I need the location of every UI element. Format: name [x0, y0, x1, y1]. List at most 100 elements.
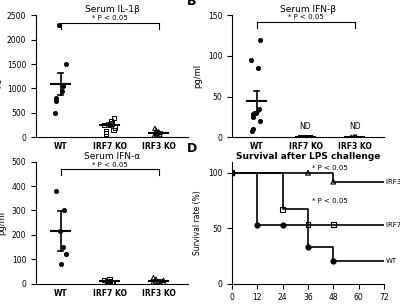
Y-axis label: pg/ml: pg/ml: [193, 64, 202, 88]
Point: [229, 170, 235, 175]
Point: [256, 119, 263, 124]
Point: [53, 96, 60, 101]
Point: [305, 170, 311, 175]
Text: IRF7 KO: IRF7 KO: [386, 222, 400, 228]
Point: [352, 135, 358, 140]
Point: [353, 135, 359, 140]
Text: WT: WT: [386, 258, 397, 264]
Point: [352, 135, 359, 140]
Point: [108, 279, 115, 284]
Point: [306, 135, 313, 140]
Point: [110, 280, 116, 285]
Point: [254, 222, 260, 227]
Point: [56, 23, 62, 27]
Y-axis label: pg/ml: pg/ml: [0, 64, 1, 88]
Point: [250, 112, 256, 117]
Point: [256, 37, 263, 42]
Point: [304, 135, 311, 140]
Point: [60, 245, 66, 249]
Point: [280, 207, 286, 212]
Point: [304, 135, 311, 140]
Point: [103, 129, 109, 134]
Point: [151, 133, 158, 138]
Point: [353, 135, 360, 140]
Point: [352, 135, 358, 140]
Point: [108, 119, 114, 124]
Point: [106, 279, 113, 284]
Point: [52, 188, 59, 193]
Point: [302, 135, 309, 140]
Point: [153, 133, 159, 138]
Point: [307, 135, 313, 140]
Point: [153, 131, 159, 136]
Point: [61, 208, 67, 213]
Point: [112, 125, 118, 130]
Text: * P < 0.05: * P < 0.05: [92, 162, 128, 168]
Point: [330, 179, 336, 184]
Point: [152, 278, 158, 283]
Point: [300, 135, 307, 140]
Point: [56, 229, 63, 234]
Point: [250, 127, 256, 131]
Title: Serum IFN-β: Serum IFN-β: [280, 5, 336, 14]
Point: [150, 275, 157, 280]
Point: [110, 127, 117, 132]
Text: D: D: [186, 142, 197, 155]
Y-axis label: pg/ml: pg/ml: [0, 210, 6, 235]
Point: [109, 121, 115, 126]
Text: ND: ND: [349, 122, 360, 131]
Point: [280, 222, 286, 227]
Point: [60, 84, 66, 88]
Point: [58, 262, 64, 267]
Title: Survival after LPS challenge: Survival after LPS challenge: [236, 152, 380, 161]
Point: [150, 280, 156, 285]
Point: [160, 280, 167, 285]
Point: [305, 222, 311, 227]
Point: [53, 98, 60, 103]
Point: [63, 62, 69, 66]
Point: [52, 110, 58, 115]
Point: [248, 128, 255, 133]
Point: [229, 170, 235, 175]
Point: [298, 135, 304, 140]
Point: [154, 131, 161, 135]
Y-axis label: Survival rate (%): Survival rate (%): [193, 190, 202, 255]
Point: [103, 131, 109, 136]
Point: [255, 66, 261, 70]
Point: [348, 135, 354, 140]
Text: * P < 0.05: * P < 0.05: [92, 15, 128, 21]
Point: [63, 252, 69, 257]
Point: [106, 276, 113, 281]
Point: [248, 58, 254, 63]
Point: [160, 278, 167, 283]
Point: [351, 135, 357, 140]
Text: * P < 0.05: * P < 0.05: [288, 14, 324, 20]
Text: B: B: [186, 0, 196, 9]
Point: [352, 135, 359, 140]
Point: [152, 126, 158, 131]
Point: [304, 135, 310, 140]
Text: * P < 0.05: * P < 0.05: [312, 198, 348, 204]
Point: [153, 277, 159, 282]
Point: [104, 278, 110, 283]
Point: [156, 129, 162, 134]
Point: [58, 88, 65, 93]
Title: Serum IL-1β: Serum IL-1β: [85, 5, 139, 14]
Point: [253, 110, 260, 115]
Text: * P < 0.05: * P < 0.05: [312, 164, 348, 170]
Point: [101, 123, 107, 127]
Point: [155, 279, 161, 284]
Text: ND: ND: [300, 122, 311, 131]
Point: [256, 106, 263, 111]
Point: [157, 132, 163, 137]
Point: [350, 135, 356, 140]
Point: [101, 278, 108, 282]
Point: [305, 245, 311, 249]
Point: [306, 135, 312, 140]
Point: [250, 114, 256, 119]
Point: [105, 281, 111, 285]
Point: [156, 281, 163, 285]
Point: [229, 170, 235, 175]
Point: [351, 135, 357, 140]
Point: [111, 115, 117, 120]
